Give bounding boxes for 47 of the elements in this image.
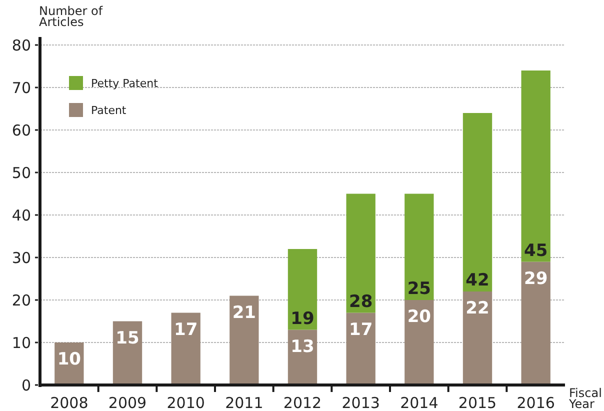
x-tick-label: 2015 (458, 394, 497, 411)
y-tick-label: 30 (12, 248, 31, 267)
x-tick-label: 2013 (342, 394, 380, 411)
x-axis-title: Fiscal Year (568, 386, 602, 411)
bar (462, 292, 492, 385)
bar (521, 70, 550, 262)
data-label: 22 (466, 298, 490, 318)
y-tick-label: 0 (21, 376, 31, 394)
y-tick-label: 70 (12, 78, 31, 97)
legend-label: Patent (91, 104, 127, 117)
bar (346, 312, 376, 385)
bar (404, 300, 434, 385)
legend-label: Petty Patent (91, 76, 159, 90)
x-tick-label: 2014 (400, 394, 438, 411)
y-tick-label: 50 (12, 164, 31, 182)
bar (404, 194, 434, 300)
data-label: 21 (232, 302, 256, 323)
bar (288, 249, 318, 330)
bar (462, 113, 492, 292)
data-label: 19 (290, 308, 314, 329)
bar (346, 194, 376, 313)
y-axis-title: Number of Articles (39, 4, 104, 29)
y-tick-label: 60 (12, 121, 31, 140)
data-label: 20 (407, 307, 432, 327)
x-tick-label: 2016 (516, 394, 555, 411)
data-label: 17 (348, 320, 373, 340)
data-label: 10 (57, 350, 82, 370)
bar (230, 296, 259, 385)
data-label: 29 (524, 268, 548, 289)
data-label: 17 (174, 320, 198, 340)
data-label: 15 (116, 328, 140, 348)
data-label: 42 (466, 270, 490, 290)
data-label: 25 (407, 279, 432, 299)
x-tick-label: 2008 (50, 394, 88, 411)
x-tick-label: 2009 (108, 394, 147, 411)
data-label: 13 (290, 336, 314, 357)
bar (521, 262, 550, 385)
bar (171, 312, 200, 385)
x-tick-label: 2010 (166, 394, 205, 411)
x-tick-label: 2012 (283, 394, 322, 411)
data-label: 28 (348, 292, 373, 312)
y-tick-label: 40 (12, 206, 31, 224)
y-tick-label: 20 (12, 291, 31, 310)
x-tick-label: 2011 (225, 394, 264, 411)
data-label: 45 (524, 240, 548, 261)
y-tick-label: 80 (12, 36, 31, 54)
y-tick-label: 10 (12, 334, 31, 352)
